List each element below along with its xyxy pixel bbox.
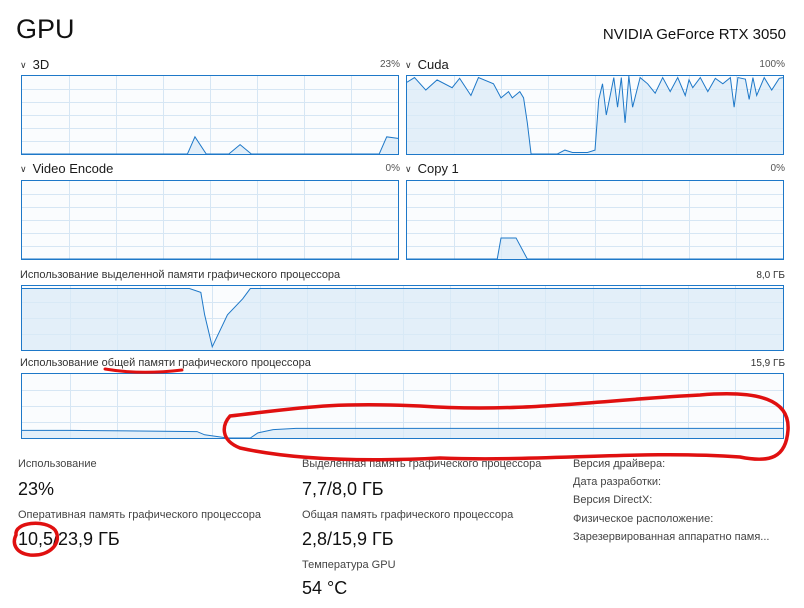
chevron-down-icon: ∨ [20, 60, 27, 70]
graph-line [22, 288, 783, 349]
chevron-down-icon: ∨ [405, 164, 412, 174]
gpu-device-name: NVIDIA GeForce RTX 3050 [602, 26, 786, 43]
engine-cuda-graph [406, 75, 784, 155]
annotation-underline [103, 367, 184, 374]
gpu-memory-value: 10,5/23,9 ГБ [18, 529, 120, 549]
graph-canvas [22, 374, 783, 438]
shared-memory-stat-value: 2,8/15,9 ГБ [302, 529, 394, 549]
engine-copy-percent: 0% [770, 163, 785, 174]
engine-3d-percent: 23% [379, 59, 400, 70]
engine-video-encode-selector[interactable]: ∨ Video Encode [20, 161, 113, 176]
engine-3d-label: 3D [32, 57, 50, 72]
dedicated-memory-label: Использование выделенной памяти графичес… [20, 269, 341, 281]
engine-video-encode-label: Video Encode [32, 161, 114, 176]
graph-area [22, 288, 783, 350]
engine-video-encode-graph [21, 180, 399, 260]
chevron-down-icon: ∨ [20, 164, 27, 174]
shared-memory-max: 15,9 ГБ [750, 358, 785, 369]
temperature-label: Температура GPU [302, 559, 396, 571]
engine-copy-graph [406, 180, 784, 260]
graph-line [407, 237, 783, 259]
physical-location-label: Физическое расположение: [573, 513, 714, 525]
hardware-reserved-memory-label: Зарезервированная аппаратно памя... [573, 531, 770, 543]
engine-cuda-selector[interactable]: ∨ Cuda [405, 57, 449, 72]
shared-memory-graph [21, 373, 784, 439]
dedicated-memory-max: 8,0 ГБ [756, 270, 785, 281]
utilization-value: 23% [18, 479, 55, 499]
graph-canvas [407, 181, 783, 259]
page-title: GPU [16, 14, 75, 44]
utilization-label: Использование [18, 458, 97, 470]
driver-version-label: Версия драйвера: [573, 458, 666, 470]
gpu-memory-label: Оперативная память графического процессо… [18, 509, 262, 521]
graph-line [407, 76, 783, 154]
graph-line [22, 135, 398, 154]
driver-date-label: Дата разработки: [573, 476, 662, 488]
engine-3d-graph [21, 75, 399, 155]
directx-version-label: Версия DirectX: [573, 494, 653, 506]
dedicated-memory-stat-label: Выделенная память графического процессор… [302, 458, 542, 470]
engine-video-encode-percent: 0% [385, 163, 400, 174]
engine-3d-selector[interactable]: ∨ 3D [20, 57, 49, 72]
graph-area [407, 76, 783, 154]
shared-memory-label: Использование общей памяти графического … [20, 357, 311, 369]
engine-cuda-label: Cuda [417, 57, 449, 72]
temperature-value: 54 °C [302, 578, 348, 598]
graph-canvas [22, 181, 398, 259]
graph-area [407, 237, 783, 259]
chevron-down-icon: ∨ [405, 60, 412, 70]
engine-cuda-percent: 100% [759, 59, 785, 70]
shared-memory-stat-label: Общая память графического процессора [302, 509, 514, 521]
engine-copy-label: Copy 1 [417, 161, 459, 176]
dedicated-memory-graph [21, 285, 784, 351]
engine-copy-selector[interactable]: ∨ Copy 1 [405, 161, 459, 176]
graph-canvas [22, 286, 783, 350]
graph-canvas [22, 76, 398, 154]
graph-canvas [407, 76, 783, 154]
dedicated-memory-stat-value: 7,7/8,0 ГБ [302, 479, 384, 499]
graph-area [22, 428, 783, 438]
